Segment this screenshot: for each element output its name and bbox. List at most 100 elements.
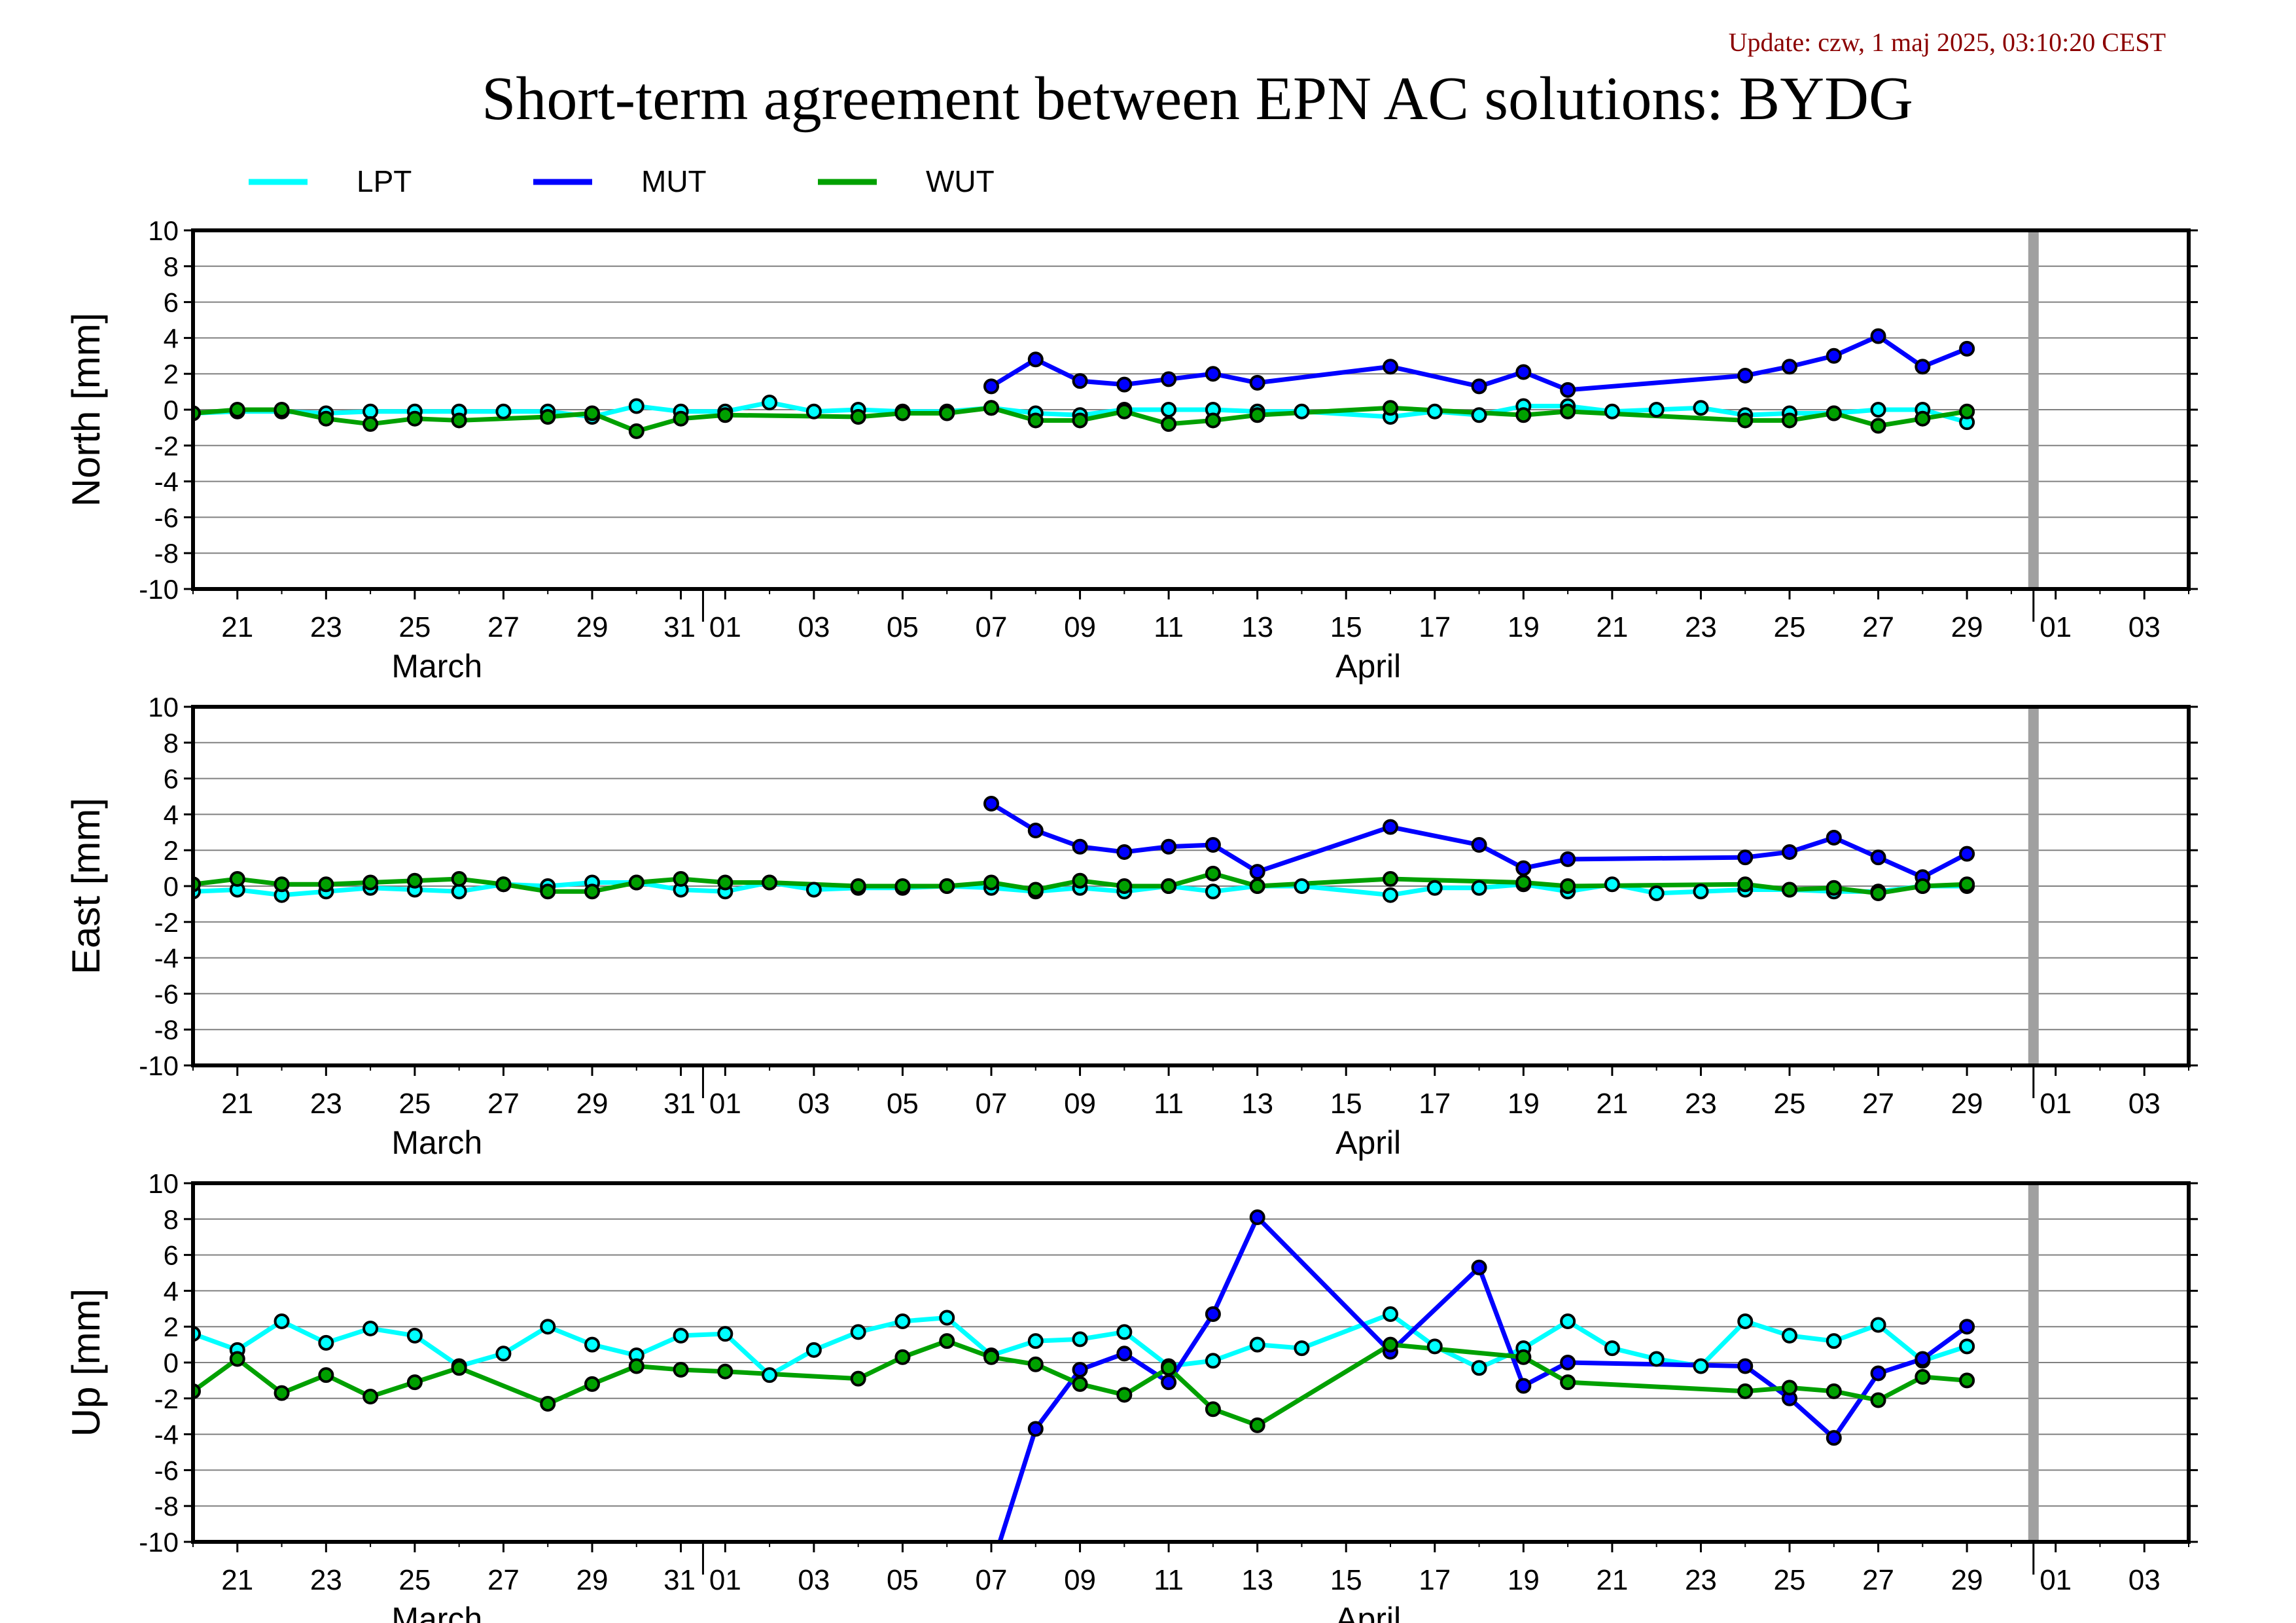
data-point-lpt	[1870, 402, 1886, 418]
data-point-lpt	[451, 883, 467, 900]
data-point-wut	[1959, 876, 1975, 893]
x-tick-label: 03	[798, 1088, 830, 1120]
x-tick-label: 03	[2128, 1564, 2161, 1596]
y-tick-label: 8	[164, 251, 179, 282]
x-tick-label: 01	[2040, 1088, 2072, 1120]
x-tick-label: 05	[887, 611, 919, 643]
data-point-mut	[1383, 819, 1398, 835]
data-point-lpt	[1737, 1313, 1754, 1329]
data-point-mut	[1737, 367, 1754, 383]
data-point-wut	[1249, 1417, 1265, 1433]
y-tick-label: -6	[154, 502, 179, 533]
data-point-mut	[1915, 359, 1931, 375]
data-point-wut	[939, 1333, 955, 1349]
today-marker	[2028, 1183, 2039, 1542]
data-point-mut	[1515, 860, 1532, 876]
data-point-wut	[894, 878, 911, 894]
data-point-lpt	[1426, 880, 1443, 896]
x-tick-label: 23	[1685, 611, 1717, 643]
data-point-wut	[983, 1349, 999, 1365]
data-point-wut	[229, 402, 245, 418]
x-tick-label: 09	[1064, 1088, 1096, 1120]
x-tick-label: 11	[1154, 1088, 1184, 1120]
data-point-mut	[1870, 849, 1886, 866]
data-point-wut	[762, 874, 778, 891]
data-point-lpt	[1383, 887, 1398, 903]
x-tick-label: 07	[976, 611, 1008, 643]
data-point-wut	[1161, 878, 1177, 894]
data-point-lpt	[1471, 880, 1487, 896]
data-point-lpt	[805, 403, 822, 419]
data-point-mut	[1560, 851, 1576, 867]
data-point-wut	[1249, 407, 1265, 423]
data-point-mut	[1560, 1355, 1576, 1370]
data-point-wut	[229, 871, 245, 887]
data-point-wut	[673, 410, 689, 427]
data-point-wut	[318, 410, 334, 427]
y-tick-label: -4	[154, 943, 179, 974]
data-point-lpt	[1604, 403, 1620, 419]
x-tick-label: 31	[663, 1564, 696, 1596]
x-tick-label: 25	[398, 611, 431, 643]
data-point-lpt	[805, 882, 822, 898]
x-tick-label: 05	[887, 1564, 919, 1596]
data-point-mut	[1072, 838, 1088, 855]
today-marker	[2028, 707, 2039, 1065]
data-point-lpt	[1604, 1340, 1620, 1357]
data-point-wut	[850, 878, 866, 894]
series-group	[193, 1209, 1975, 1542]
panel-2: 10 8 6 4 2 0 -2 -4 -6 -8 -10 21 23 25 27 29 31 01 03 05 07 09…	[64, 692, 2198, 1161]
data-point-lpt	[1648, 402, 1665, 418]
data-point-lpt	[1249, 1336, 1265, 1353]
y-tick-label: 2	[164, 835, 179, 866]
y-tick-label: -10	[139, 1050, 179, 1081]
legend-label-lpt: LPT	[357, 164, 412, 198]
data-point-wut	[1161, 1360, 1177, 1376]
data-point-mut	[1072, 1361, 1088, 1378]
data-point-lpt	[1693, 1358, 1709, 1374]
data-point-wut	[274, 1385, 290, 1401]
x-tick-label: 15	[1330, 611, 1362, 643]
y-tick-label: 4	[164, 799, 179, 830]
x-tick-label: 21	[221, 611, 253, 643]
month-label: April	[1335, 1124, 1401, 1161]
data-point-wut	[584, 1376, 600, 1392]
data-point-mut	[1737, 1358, 1754, 1374]
data-point-wut	[362, 874, 379, 891]
data-point-mut	[1161, 838, 1177, 855]
data-point-lpt	[1426, 403, 1443, 419]
data-point-lpt	[673, 1327, 689, 1344]
y-tick-label: -4	[154, 1419, 179, 1450]
legend: LPT MUT WUT	[249, 164, 995, 198]
data-point-wut	[1205, 412, 1221, 429]
data-point-wut	[1383, 871, 1398, 887]
data-point-lpt	[1383, 1306, 1398, 1323]
x-tick-label: 29	[576, 1564, 609, 1596]
y-tick-label: 8	[164, 1204, 179, 1235]
data-point-wut	[1915, 1368, 1931, 1385]
data-point-wut	[1560, 1374, 1576, 1391]
y-axis-label: Up [mm]	[64, 1289, 108, 1437]
x-tick-label: 29	[576, 1088, 609, 1120]
y-tick-label: -8	[154, 1014, 179, 1045]
data-point-wut	[406, 1374, 423, 1391]
chart-title: Short-term agreement between EPN AC solu…	[482, 65, 1913, 133]
x-tick-label: 19	[1508, 611, 1540, 643]
update-timestamp: Update: czw, 1 maj 2025, 03:10:20 CEST	[1729, 27, 2166, 57]
x-tick-label: 27	[1862, 1088, 1894, 1120]
y-tick-label: 8	[164, 728, 179, 758]
data-point-wut	[939, 405, 955, 421]
data-point-wut	[717, 1363, 733, 1380]
x-tick-label: 27	[487, 1088, 520, 1120]
data-point-wut	[1737, 876, 1754, 893]
data-point-wut	[1560, 403, 1576, 419]
data-point-mut	[1027, 1421, 1044, 1437]
y-tick-label: -10	[139, 574, 179, 605]
x-tick-label: 25	[398, 1564, 431, 1596]
panels: 10 8 6 4 2 0 -2 -4 -6 -8 -10 21 23 25 27 29 31 01 03 05 07 09…	[64, 215, 2198, 1623]
x-tick-label: 23	[1685, 1088, 1717, 1120]
data-point-mut	[1471, 1259, 1487, 1275]
y-tick-label: 6	[164, 287, 179, 318]
data-point-wut	[1205, 1401, 1221, 1418]
data-point-lpt	[1604, 876, 1620, 893]
